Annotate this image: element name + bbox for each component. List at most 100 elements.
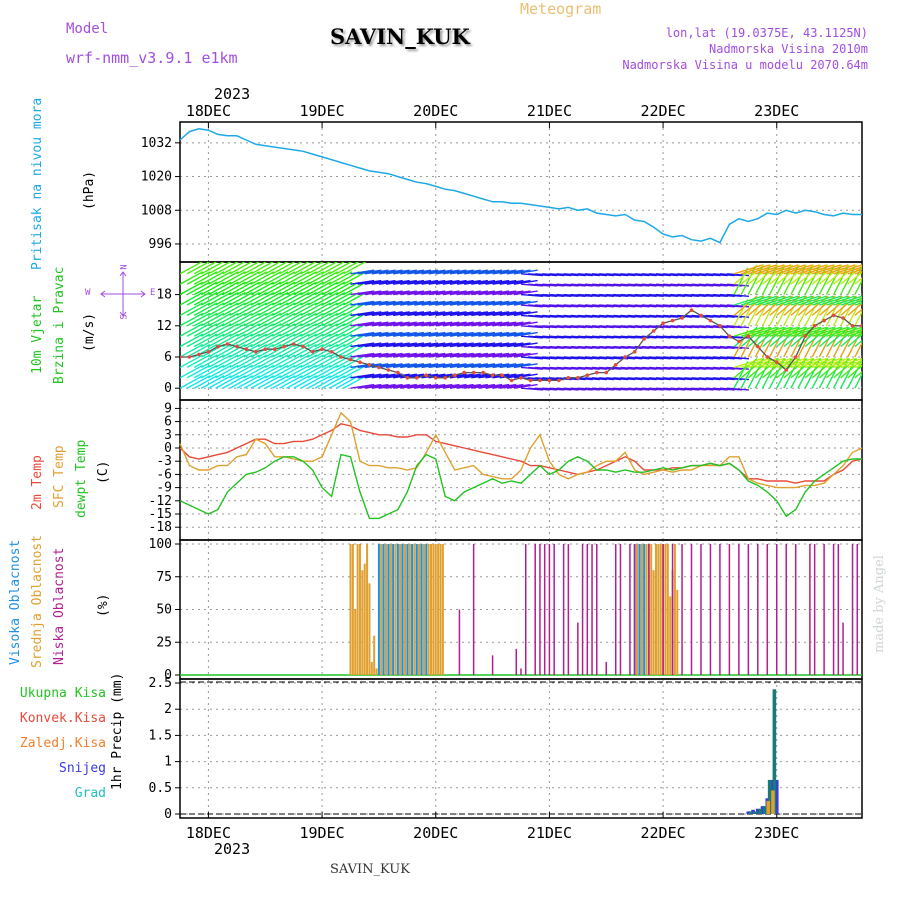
wind-barb <box>506 300 531 306</box>
wind-barb <box>243 312 268 327</box>
wind-barb <box>400 352 425 358</box>
wind-barb <box>435 331 460 337</box>
wind-barb <box>449 311 474 317</box>
wind-barb <box>328 302 353 317</box>
cloud-bar <box>700 544 702 675</box>
wind-barb <box>499 342 524 348</box>
wind-barb <box>421 269 446 275</box>
wind-barb <box>790 295 820 306</box>
wind-barb <box>229 291 253 306</box>
cloud-bar <box>809 544 811 675</box>
wind-speed-point <box>206 350 211 354</box>
wind-barb <box>407 321 432 327</box>
wind-barb <box>243 291 268 306</box>
wind-barb <box>307 262 331 275</box>
wind-barb <box>357 352 382 358</box>
wind-barb <box>748 326 778 337</box>
wind-barb <box>385 321 410 327</box>
wind-barb <box>272 281 296 296</box>
wind-barb <box>393 279 417 285</box>
wind-barb <box>393 321 417 327</box>
y-tick-label: 50 <box>156 603 172 618</box>
wind-barb <box>435 300 460 306</box>
wind-speed-point <box>737 339 741 344</box>
wind-barb <box>442 269 467 275</box>
wind-barb <box>250 333 275 348</box>
wind-barb <box>328 262 353 275</box>
wind-barb <box>456 363 481 369</box>
wind-barb <box>414 331 439 337</box>
wind-barb <box>826 357 856 369</box>
cloud-bar <box>361 570 364 675</box>
wind-barb <box>464 331 489 337</box>
wind-barb <box>180 333 204 348</box>
temp-series-line-2 <box>179 453 862 520</box>
wind-barb <box>243 333 268 348</box>
footer-station: SAVIN_KUK <box>330 862 410 877</box>
wind-barb <box>257 302 282 317</box>
wind-barb <box>293 312 317 327</box>
cloud-bar <box>375 668 378 675</box>
wind-barb <box>264 375 289 389</box>
wind-barb <box>272 333 296 348</box>
wind-barb <box>272 302 296 317</box>
wind-barb <box>328 333 353 348</box>
wind-barb <box>343 333 367 348</box>
wind-barb <box>840 297 862 306</box>
wind-barb <box>279 262 303 275</box>
wind-barb <box>236 343 260 358</box>
wind-barb <box>186 354 211 369</box>
wind-barb <box>762 326 792 337</box>
wind-barb <box>833 264 862 275</box>
wind-speed-point <box>850 324 855 328</box>
wind-barb <box>385 373 410 379</box>
wind-barb <box>464 311 489 317</box>
wind-speed-point <box>756 344 760 349</box>
wind-speed-point <box>613 363 618 367</box>
wind-speed-point <box>841 316 845 320</box>
wind-barb <box>364 321 389 327</box>
compass-w: W <box>85 288 91 298</box>
wind-barb <box>350 331 375 337</box>
wind-barb <box>385 279 410 285</box>
wind-barb <box>513 279 538 285</box>
wind-barb <box>186 333 211 348</box>
cloud-bar <box>671 544 674 675</box>
day-label-top: 22DEC <box>641 102 686 120</box>
wind-barb <box>335 271 360 285</box>
wind-barb <box>385 383 410 389</box>
wind-barb <box>215 312 239 327</box>
wind-barb <box>371 352 396 358</box>
wind-barb <box>854 302 862 306</box>
wind-barb <box>236 333 260 348</box>
cloud-bar <box>415 544 418 675</box>
wind-barb <box>797 295 827 306</box>
wind-barb <box>250 262 275 275</box>
wind-barb <box>854 364 862 369</box>
wind-barb <box>421 321 446 327</box>
wind-barb <box>222 281 246 296</box>
wind-barb <box>442 311 467 317</box>
day-label-top: 19DEC <box>300 102 345 120</box>
wind-barb <box>847 333 862 348</box>
cloud-bar <box>747 544 750 675</box>
wind-barb <box>414 363 439 369</box>
wind-barb <box>328 281 353 296</box>
wind-barb <box>264 262 289 275</box>
wind-barb <box>350 352 375 358</box>
wind-barb <box>222 364 246 379</box>
wind-barb <box>492 331 517 337</box>
cloud-bar <box>581 544 584 675</box>
cloud-bar <box>681 544 683 675</box>
wind-barb <box>357 311 382 317</box>
y-tick-label: -9 <box>156 481 172 496</box>
wind-barb <box>300 271 324 285</box>
wind-barb <box>840 328 862 337</box>
wind-barb <box>343 343 367 358</box>
cloud-bar <box>403 544 406 675</box>
wind-barb <box>421 373 446 379</box>
wind-barb <box>733 264 763 275</box>
wind-barb <box>435 321 460 327</box>
wind-barb <box>208 354 232 369</box>
wind-barb <box>741 357 771 369</box>
